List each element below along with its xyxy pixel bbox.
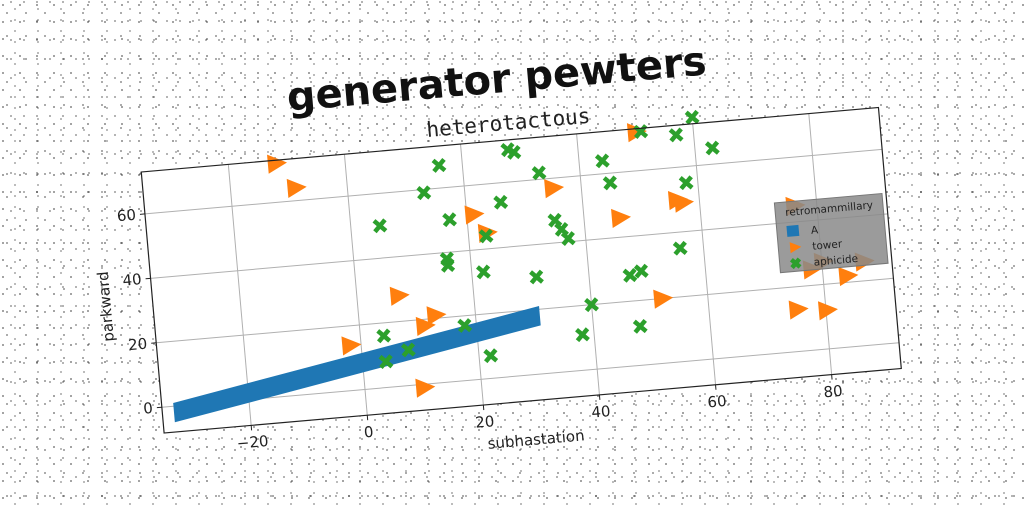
data-point-tower bbox=[286, 178, 307, 198]
data-point-tower bbox=[653, 289, 674, 309]
data-point-aphicide bbox=[632, 318, 648, 334]
data-point-aphicide bbox=[594, 153, 610, 169]
x-tick-label: 80 bbox=[823, 382, 844, 402]
plot-frame bbox=[140, 106, 902, 434]
data-point-tower bbox=[415, 378, 436, 398]
data-point-aphicide bbox=[372, 218, 388, 234]
data-point-aphicide bbox=[633, 263, 649, 279]
legend-swatch-x bbox=[789, 257, 802, 270]
legend-entry-label: aphicide bbox=[813, 253, 858, 269]
data-point-aphicide bbox=[376, 328, 392, 344]
data-point-tower bbox=[817, 301, 838, 321]
data-point-aphicide bbox=[547, 212, 563, 228]
grid-line-x bbox=[576, 133, 600, 395]
data-point-tower bbox=[415, 316, 436, 337]
data-point-aphicide bbox=[442, 212, 457, 228]
grid-line-y bbox=[144, 148, 883, 215]
data-point-aphicide bbox=[529, 269, 544, 285]
y-axis-label: parkward bbox=[94, 271, 118, 343]
data-point-tower bbox=[426, 306, 447, 326]
data-point-aphicide bbox=[440, 257, 456, 273]
y-tick-label: 40 bbox=[122, 270, 143, 290]
data-point-aphicide bbox=[678, 175, 694, 191]
data-point-tower bbox=[464, 205, 485, 225]
x-tick-label: 0 bbox=[363, 423, 374, 442]
grid-line-x bbox=[460, 144, 484, 406]
data-point-aphicide bbox=[684, 109, 700, 125]
data-point-aphicide bbox=[483, 348, 499, 364]
legend-entry-label: tower bbox=[812, 238, 844, 253]
data-point-aphicide bbox=[457, 318, 473, 333]
data-point-tower bbox=[611, 208, 632, 229]
series-band-a bbox=[173, 306, 541, 423]
x-tick-label: 20 bbox=[475, 412, 496, 432]
x-tick-label: −20 bbox=[236, 432, 269, 453]
data-point-aphicide bbox=[506, 144, 522, 160]
data-point-tower bbox=[674, 193, 695, 213]
data-marks bbox=[173, 109, 875, 423]
legend-entry-label: A bbox=[810, 224, 819, 237]
x-axis-label: subhastation bbox=[487, 426, 585, 452]
plot-area bbox=[141, 107, 902, 433]
data-point-aphicide bbox=[560, 231, 576, 246]
x-tick-label: 60 bbox=[707, 392, 728, 412]
axis-ticks: −20 0 20 40 60 80 0 20 40 60 bbox=[116, 206, 844, 453]
data-point-aphicide bbox=[378, 354, 394, 370]
chart-suptitle: generator pewters bbox=[285, 38, 708, 121]
data-point-tower bbox=[341, 336, 362, 356]
data-point-tower bbox=[544, 179, 565, 199]
chart-figure: generator pewters heterotactous −20 02040… bbox=[94, 38, 902, 453]
data-point-aphicide bbox=[400, 342, 416, 358]
grid-line-x bbox=[227, 164, 252, 426]
data-point-aphicide bbox=[493, 194, 509, 210]
data-point-aphicide bbox=[478, 228, 494, 244]
data-point-aphicide bbox=[668, 127, 684, 143]
data-point-aphicide bbox=[476, 264, 491, 280]
data-point-tower bbox=[267, 154, 288, 174]
data-point-tower bbox=[389, 286, 410, 306]
legend-swatch-band bbox=[786, 224, 800, 237]
legend-box bbox=[773, 192, 889, 274]
data-point-aphicide bbox=[416, 185, 432, 201]
y-tick-label: 20 bbox=[127, 335, 148, 355]
data-point-tower bbox=[788, 300, 809, 320]
data-point-tower bbox=[838, 266, 859, 287]
data-point-aphicide bbox=[622, 267, 638, 283]
data-point-aphicide bbox=[531, 165, 547, 181]
data-point-aphicide bbox=[704, 140, 720, 156]
data-point-aphicide bbox=[602, 175, 618, 191]
y-tick-label: 60 bbox=[116, 206, 137, 226]
grid-line-y bbox=[161, 342, 900, 408]
data-point-aphicide bbox=[584, 297, 599, 313]
y-tick-label: 0 bbox=[143, 399, 154, 418]
x-tick-label: 40 bbox=[591, 402, 612, 422]
data-point-aphicide bbox=[575, 327, 590, 343]
data-point-aphicide bbox=[672, 240, 688, 256]
legend-swatch-triangle bbox=[789, 242, 802, 254]
grid-line-x bbox=[692, 123, 717, 385]
grid-line-y bbox=[150, 213, 888, 279]
data-point-aphicide bbox=[554, 221, 569, 237]
data-point-aphicide bbox=[431, 158, 447, 173]
